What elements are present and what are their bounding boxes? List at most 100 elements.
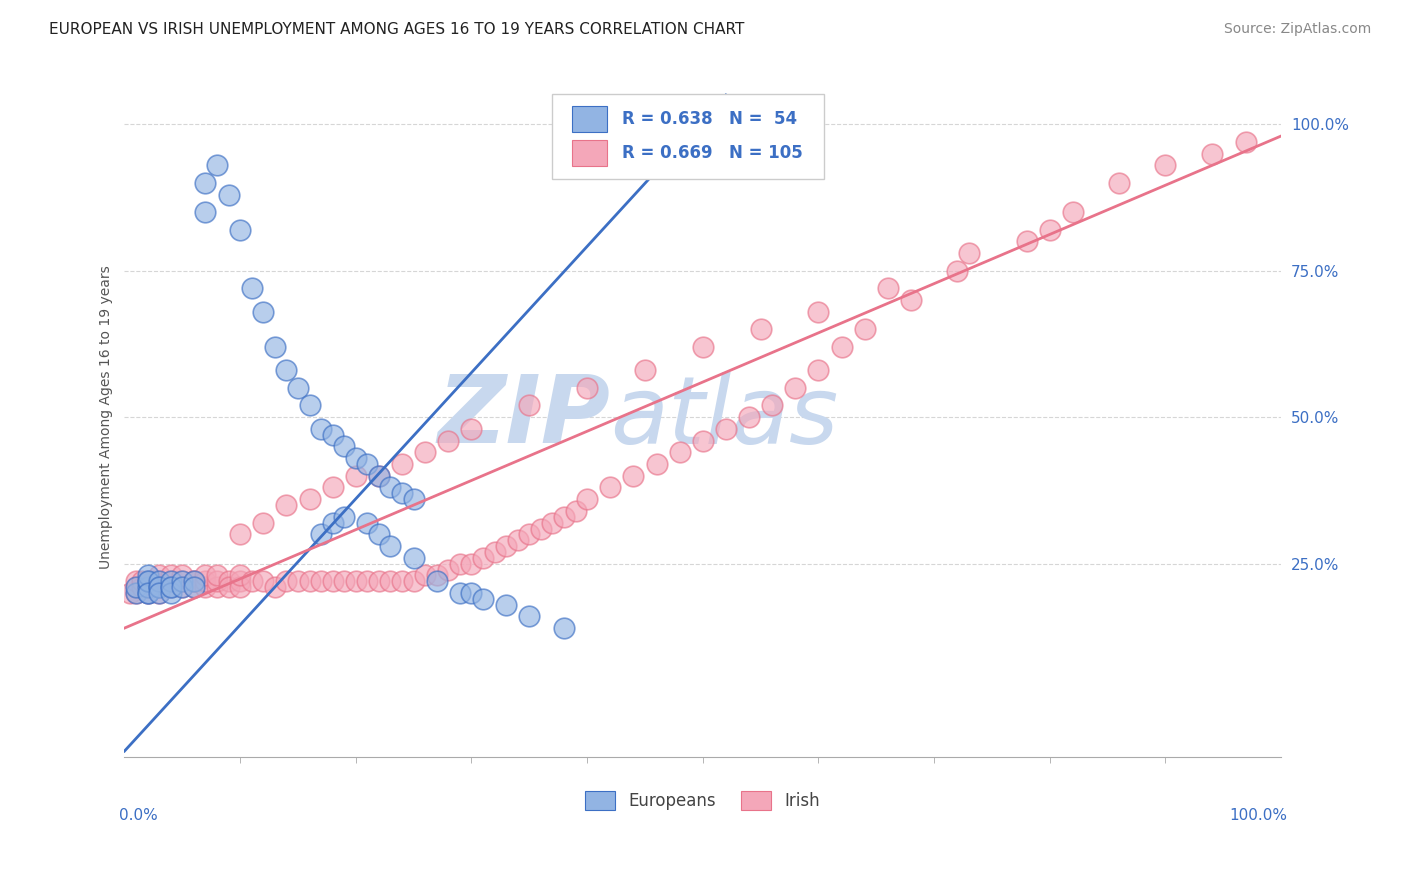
Point xyxy=(309,422,332,436)
Point xyxy=(322,516,344,530)
Point xyxy=(125,580,148,594)
Point xyxy=(380,481,402,495)
Point xyxy=(380,574,402,589)
Point xyxy=(322,481,344,495)
Text: N = 105: N = 105 xyxy=(730,144,803,161)
Point xyxy=(136,568,159,582)
Legend: Europeans, Irish: Europeans, Irish xyxy=(579,784,827,816)
Point xyxy=(517,609,540,624)
Point xyxy=(183,574,205,589)
Point xyxy=(356,457,378,471)
Point xyxy=(183,574,205,589)
Text: EUROPEAN VS IRISH UNEMPLOYMENT AMONG AGES 16 TO 19 YEARS CORRELATION CHART: EUROPEAN VS IRISH UNEMPLOYMENT AMONG AGE… xyxy=(49,22,745,37)
Point xyxy=(205,158,228,172)
Text: 0.0%: 0.0% xyxy=(118,808,157,823)
Point xyxy=(1039,223,1062,237)
Point xyxy=(449,586,471,600)
Point xyxy=(136,574,159,589)
Point xyxy=(298,574,321,589)
Point xyxy=(125,586,148,600)
Point xyxy=(194,568,217,582)
Point xyxy=(218,580,240,594)
Point xyxy=(957,246,980,260)
Point xyxy=(1234,135,1257,149)
Point xyxy=(599,481,621,495)
Point xyxy=(148,574,170,589)
Point xyxy=(344,451,367,466)
Point xyxy=(229,580,252,594)
Point xyxy=(159,580,181,594)
Point xyxy=(449,557,471,571)
Point xyxy=(1154,158,1177,172)
Point xyxy=(785,381,807,395)
Text: ZIP: ZIP xyxy=(437,371,610,463)
Point xyxy=(205,568,228,582)
Point xyxy=(159,586,181,600)
Point xyxy=(183,580,205,594)
Point xyxy=(218,574,240,589)
Point xyxy=(252,516,274,530)
Point xyxy=(413,568,436,582)
Point xyxy=(125,580,148,594)
Point xyxy=(205,580,228,594)
Point xyxy=(517,399,540,413)
Point xyxy=(136,574,159,589)
Point xyxy=(142,580,165,594)
Point xyxy=(437,562,460,576)
Point xyxy=(194,574,217,589)
Point xyxy=(172,574,194,589)
Point xyxy=(159,580,181,594)
Point xyxy=(460,422,482,436)
Point xyxy=(263,580,285,594)
Point xyxy=(229,574,252,589)
Point xyxy=(472,550,495,565)
Point xyxy=(564,504,586,518)
Point xyxy=(172,580,194,594)
Point xyxy=(1015,235,1038,249)
Point xyxy=(391,486,413,500)
Point xyxy=(484,545,506,559)
Point xyxy=(460,557,482,571)
Point xyxy=(136,574,159,589)
Text: 100.0%: 100.0% xyxy=(1229,808,1286,823)
Point xyxy=(402,550,425,565)
Point xyxy=(333,509,356,524)
Point xyxy=(472,591,495,606)
Text: Source: ZipAtlas.com: Source: ZipAtlas.com xyxy=(1223,22,1371,37)
Point xyxy=(460,586,482,600)
Point xyxy=(240,574,263,589)
Point xyxy=(356,574,378,589)
Point xyxy=(368,468,391,483)
Point xyxy=(287,574,309,589)
Point xyxy=(368,574,391,589)
Point xyxy=(692,340,714,354)
Point xyxy=(368,527,391,541)
Point xyxy=(333,574,356,589)
Point xyxy=(900,293,922,307)
Point xyxy=(506,533,529,548)
Point xyxy=(749,322,772,336)
Point xyxy=(368,468,391,483)
FancyBboxPatch shape xyxy=(572,140,607,166)
Point xyxy=(831,340,853,354)
Point xyxy=(738,410,761,425)
Point xyxy=(120,586,142,600)
Point xyxy=(252,305,274,319)
Point xyxy=(356,516,378,530)
Point xyxy=(807,363,830,377)
Point xyxy=(183,574,205,589)
Point xyxy=(148,586,170,600)
Point xyxy=(413,445,436,459)
Text: R = 0.669: R = 0.669 xyxy=(621,144,713,161)
Point xyxy=(194,205,217,219)
Point xyxy=(761,399,783,413)
Point xyxy=(136,586,159,600)
Point xyxy=(517,527,540,541)
Point xyxy=(136,580,159,594)
Point xyxy=(276,498,298,512)
Point xyxy=(1108,176,1130,190)
Point xyxy=(240,281,263,295)
Point xyxy=(333,440,356,454)
Y-axis label: Unemployment Among Ages 16 to 19 years: Unemployment Among Ages 16 to 19 years xyxy=(100,265,114,569)
Point xyxy=(853,322,876,336)
